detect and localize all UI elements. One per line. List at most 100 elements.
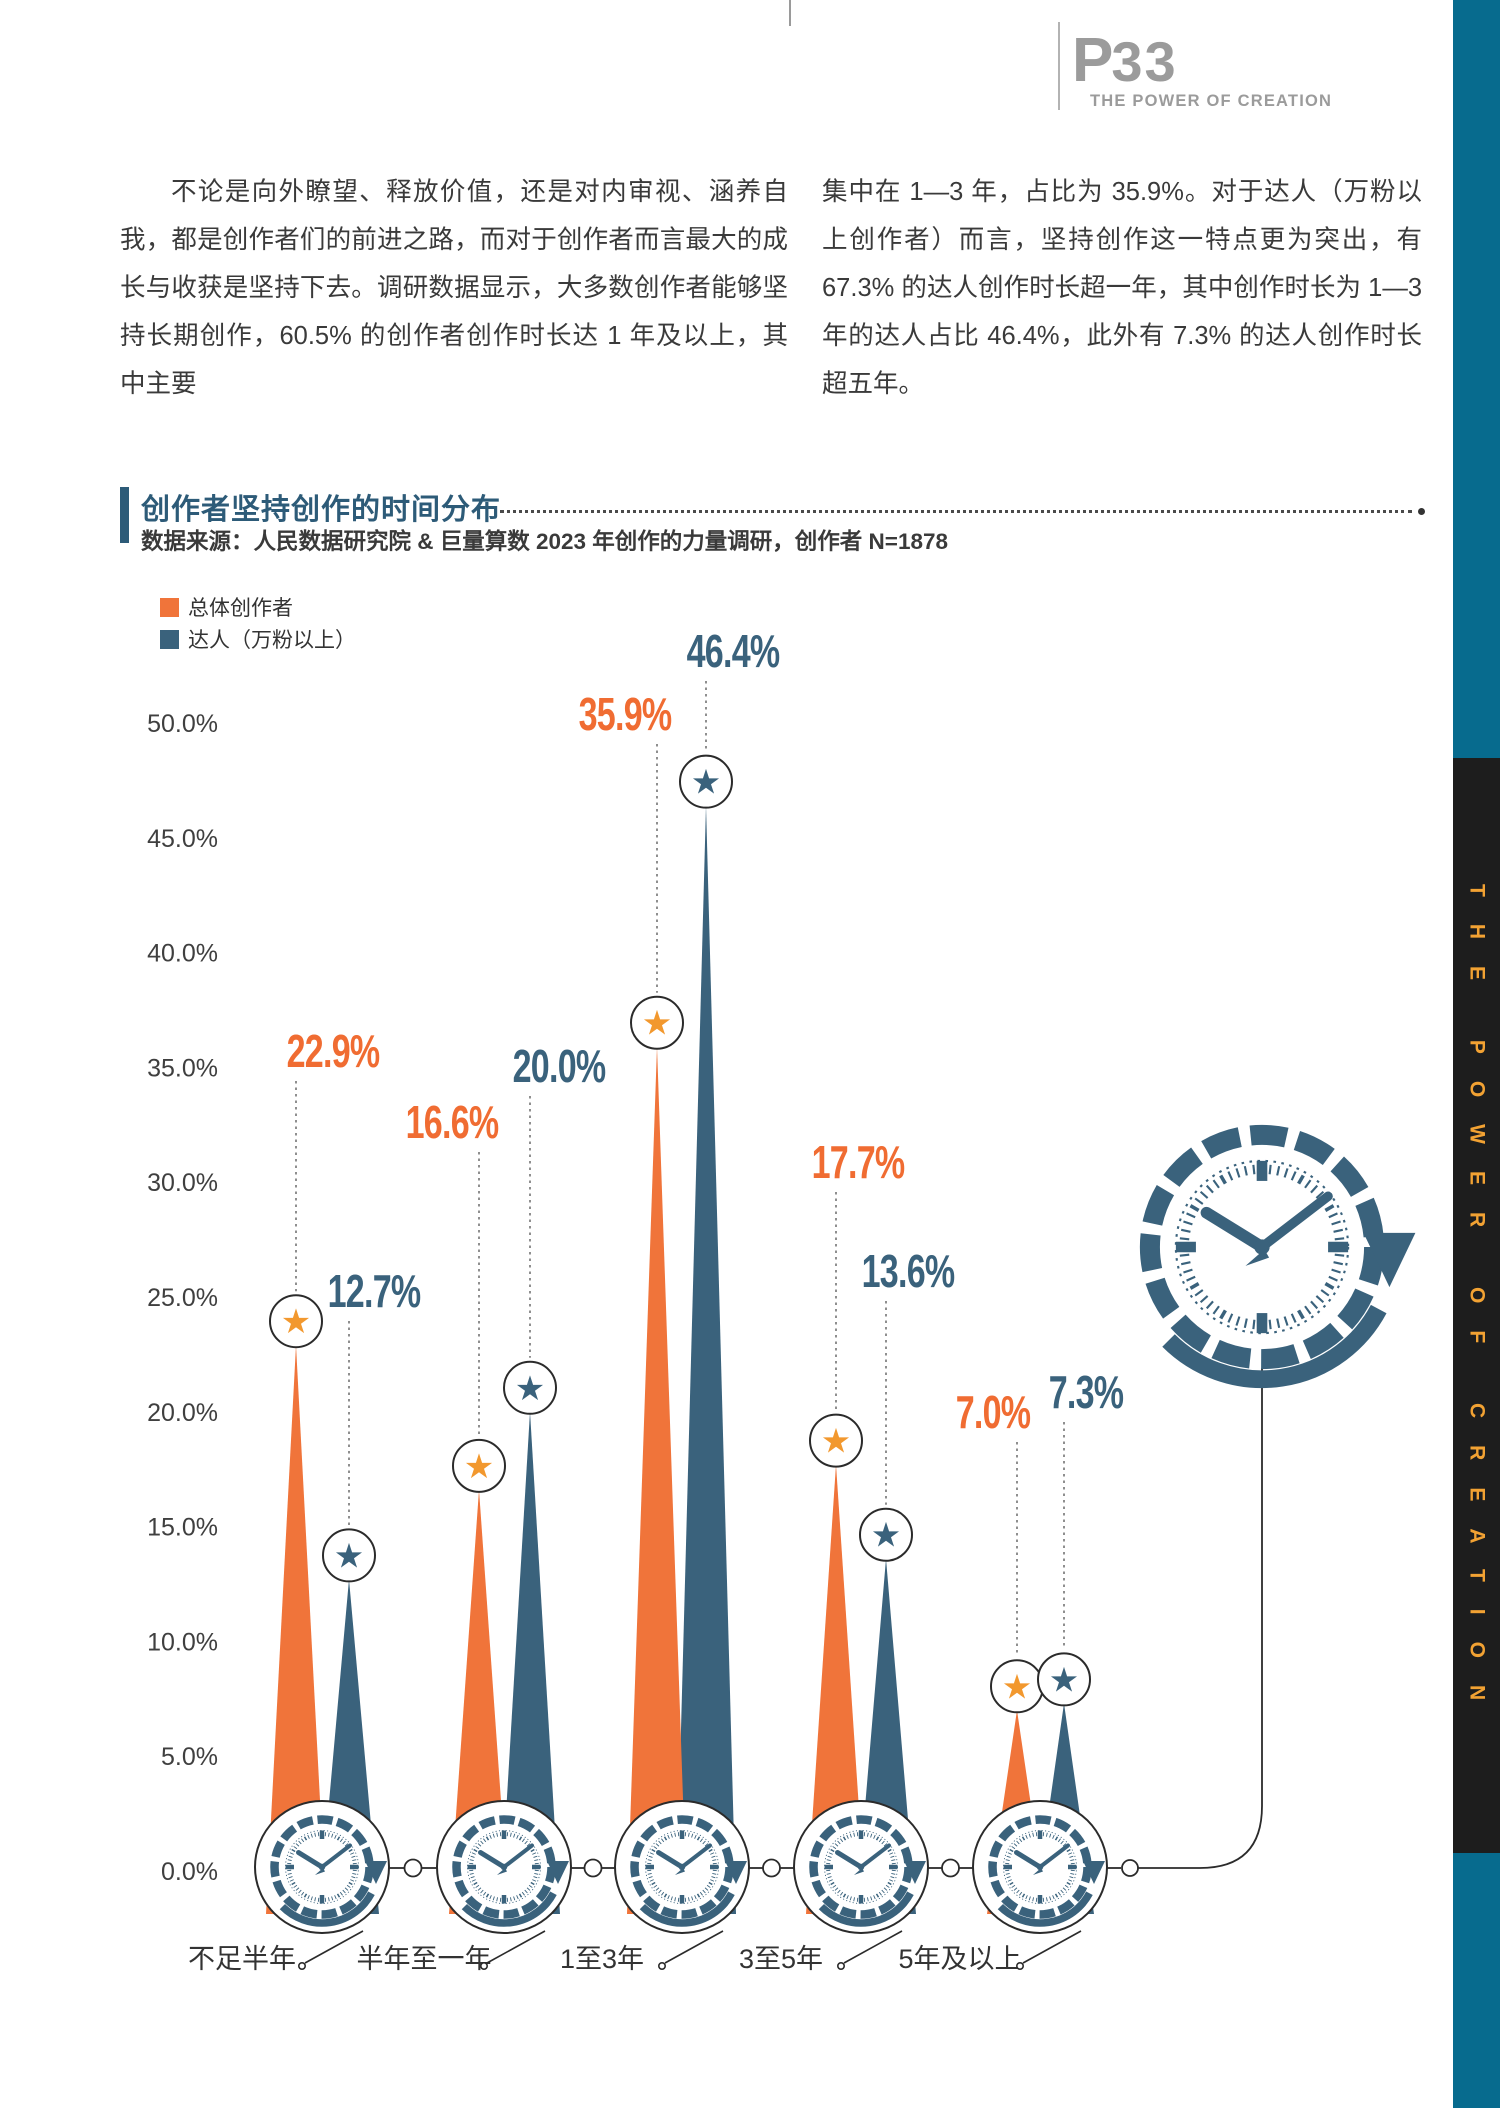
leader-lines bbox=[295, 681, 1065, 1657]
svg-text:16.6%: 16.6% bbox=[406, 1096, 499, 1148]
star-icon: ★ bbox=[821, 1422, 851, 1462]
timeline-node bbox=[1121, 1859, 1139, 1877]
svg-text:17.7%: 17.7% bbox=[812, 1136, 905, 1188]
svg-text:7.3%: 7.3% bbox=[1049, 1366, 1124, 1418]
intro-paragraph-left: 不论是向外瞭望、释放价值，还是对内审视、涵养自我，都是创作者们的前进之路，而对于… bbox=[120, 178, 788, 398]
big-clock-connector bbox=[1138, 1368, 1263, 1869]
star-badge bbox=[679, 754, 733, 809]
dotted-rule-end-dot bbox=[1418, 508, 1425, 515]
value-label: 12.7% bbox=[328, 1265, 422, 1317]
legend-item-overall: 总体创作者 bbox=[160, 595, 356, 620]
logo-subtitle: THE POWER OF CREATION bbox=[1090, 92, 1333, 110]
y-tick-label: 35.0% bbox=[147, 1054, 218, 1082]
data-point-stars: ★ ★ ★ ★ ★ ★ ★ ★ ★ ★ bbox=[269, 754, 1091, 1714]
category-axis: 不足半年 半年至一年 1至3年 3至5年 5年及以上 bbox=[188, 1930, 1082, 1974]
y-tick-label: 10.0% bbox=[147, 1628, 218, 1656]
clock-icon bbox=[436, 1800, 572, 1934]
value-label: 22.9% bbox=[287, 1025, 381, 1077]
star-badge bbox=[630, 995, 684, 1050]
timeline-node bbox=[941, 1858, 960, 1878]
category-label: 半年至一年 bbox=[357, 1944, 492, 1974]
category-label: 3至5年 bbox=[739, 1944, 823, 1974]
svg-text:35.9%: 35.9% bbox=[579, 688, 672, 740]
value-label: 17.7% bbox=[812, 1136, 906, 1188]
category-label: 1至3年 bbox=[560, 1944, 644, 1974]
timeline-node bbox=[583, 1858, 603, 1878]
y-tick-label: 50.0% bbox=[147, 710, 218, 738]
value-labels: 22.9% 12.7% 16.6% 20.0% 35.9% 46.4% 17.7% 13.6%… bbox=[287, 625, 1124, 1438]
category-callout-line bbox=[486, 1930, 546, 1964]
category-callout-dot bbox=[479, 1962, 488, 1971]
section-accent-bar bbox=[120, 487, 129, 543]
svg-text:7.0%: 7.0% bbox=[956, 1386, 1031, 1438]
category-label: 5年及以上 bbox=[898, 1944, 1021, 1974]
page-fold-mark bbox=[789, 0, 791, 26]
y-tick-label: 20.0% bbox=[147, 1399, 218, 1427]
legend-swatch-daren bbox=[160, 629, 179, 649]
logo-divider bbox=[1058, 22, 1060, 110]
timeline bbox=[254, 1124, 1416, 1934]
value-label: 35.9% bbox=[579, 688, 673, 740]
y-tick-label: 5.0% bbox=[161, 1743, 218, 1771]
value-label: 16.6% bbox=[406, 1096, 500, 1148]
svg-text:22.9%: 22.9% bbox=[287, 1025, 380, 1077]
star-icon: ★ bbox=[464, 1447, 494, 1487]
y-tick-label: 0.0% bbox=[161, 1858, 218, 1886]
category-label: 不足半年 bbox=[188, 1944, 296, 1974]
svg-text:20.0%: 20.0% bbox=[513, 1040, 606, 1092]
clock-icon bbox=[972, 1800, 1108, 1934]
chart-legend: 总体创作者 达人（万粉以上） bbox=[160, 595, 356, 652]
spike-daren bbox=[676, 805, 736, 1914]
star-icon: ★ bbox=[1049, 1660, 1079, 1700]
star-badge bbox=[1037, 1652, 1091, 1707]
value-label: 20.0% bbox=[513, 1040, 607, 1092]
y-tick-label: 25.0% bbox=[147, 1284, 218, 1312]
clockwise-arrow-icon bbox=[904, 1861, 926, 1884]
category-callout-line bbox=[1022, 1930, 1082, 1964]
clock-icon bbox=[254, 1800, 390, 1934]
logo-page-number: 33 bbox=[1111, 30, 1178, 93]
sidebar-strip-bottom bbox=[1453, 1853, 1500, 2108]
sidebar-strip-top bbox=[1453, 0, 1500, 758]
star-icon: ★ bbox=[691, 763, 721, 803]
legend-label-daren: 达人（万粉以上） bbox=[188, 629, 356, 652]
star-icon: ★ bbox=[334, 1536, 364, 1576]
star-badge bbox=[503, 1360, 557, 1415]
data-source-note: 数据来源：人民数据研究院 & 巨量算数 2023 年创作的力量调研，创作者 N=… bbox=[141, 529, 949, 554]
intro-paragraph-right: 集中在 1—3 年，占比为 35.9%。对于达人（万粉以上创作者）而言，坚持创作… bbox=[822, 178, 1422, 398]
clock-icon bbox=[614, 1800, 750, 1934]
legend-swatch-overall bbox=[160, 597, 179, 617]
clockwise-arrow-icon bbox=[1083, 1861, 1105, 1884]
sidebar-vertical-text: THE POWER OF CREATION bbox=[1465, 883, 1489, 1728]
sidebar-strip-middle: THE POWER OF CREATION bbox=[1453, 758, 1500, 1853]
star-badge bbox=[269, 1294, 323, 1349]
dotted-rule bbox=[500, 510, 1412, 513]
category-callout-dot bbox=[657, 1962, 666, 1971]
spike-series bbox=[266, 805, 1094, 1914]
value-label: 46.4% bbox=[687, 625, 781, 677]
value-label: 7.0% bbox=[956, 1386, 1031, 1438]
svg-text:12.7%: 12.7% bbox=[328, 1265, 421, 1317]
spike-overall bbox=[266, 1345, 326, 1914]
logo-p-glyph: P bbox=[1072, 26, 1113, 95]
y-axis: 50.0% 45.0% 40.0% 35.0% 30.0% 25.0% 20.0% 15.0%… bbox=[147, 710, 218, 1886]
spike-overall bbox=[627, 1046, 687, 1914]
clockwise-arrow-icon bbox=[547, 1861, 569, 1884]
y-tick-label: 45.0% bbox=[147, 825, 218, 853]
clockwise-arrow-icon bbox=[365, 1861, 387, 1884]
star-icon: ★ bbox=[515, 1369, 545, 1409]
star-badge bbox=[859, 1507, 913, 1562]
star-icon: ★ bbox=[642, 1004, 672, 1044]
category-callout-dot bbox=[1015, 1962, 1024, 1971]
category-callout-dot bbox=[297, 1962, 306, 1971]
clock-icon bbox=[793, 1800, 929, 1934]
value-label: 13.6% bbox=[862, 1245, 956, 1297]
star-badge bbox=[809, 1413, 863, 1468]
y-tick-label: 40.0% bbox=[147, 940, 218, 968]
timeline-node bbox=[762, 1858, 781, 1878]
category-callout-line bbox=[304, 1930, 364, 1964]
category-callout-dot bbox=[836, 1962, 845, 1971]
timeline-node bbox=[403, 1858, 423, 1878]
page-logo: P33 bbox=[1072, 30, 1178, 92]
